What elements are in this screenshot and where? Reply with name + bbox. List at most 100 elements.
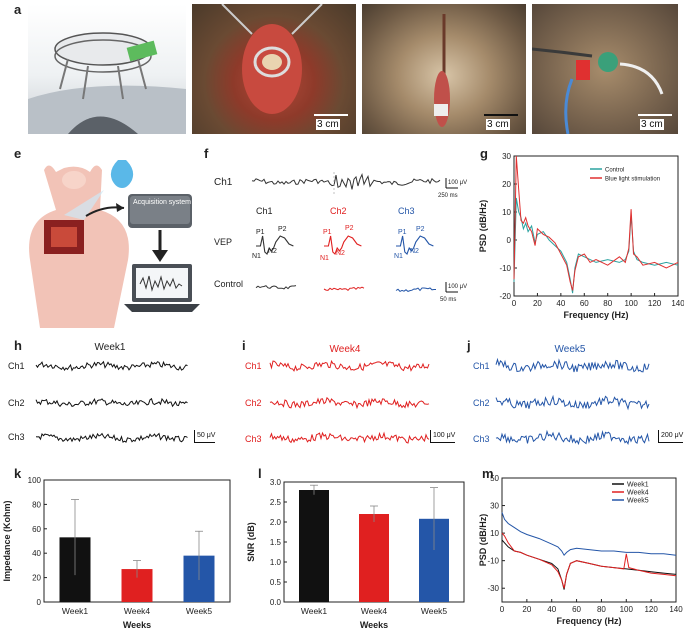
m-ytick-label: 10 xyxy=(490,529,499,538)
m-xlabel: Frequency (Hz) xyxy=(556,616,621,626)
l-xtick-label: Week4 xyxy=(361,606,388,616)
l-bar-week1 xyxy=(299,490,329,602)
l-ytick-label: 0.0 xyxy=(270,598,282,607)
m-series-3 xyxy=(501,512,677,557)
m-xtick-label: 20 xyxy=(522,605,531,614)
svg-text:P1: P1 xyxy=(256,229,265,236)
g-xtick-label: 60 xyxy=(580,299,589,308)
panel-label-j: j xyxy=(467,338,471,353)
l-ytick-label: 1.5 xyxy=(270,538,282,547)
l-ytick-label: 0.5 xyxy=(270,578,282,587)
f-peak-labels: P1 P2 N1 N2 P1 P2 N1 N2 P1 P2 N1 N2 xyxy=(252,225,425,262)
g-ytick-label: 0 xyxy=(507,236,512,245)
svg-text:P1: P1 xyxy=(398,229,407,236)
m-ytick-label: 50 xyxy=(490,474,499,483)
svg-text:N2: N2 xyxy=(336,250,345,257)
i-ch2-label: Ch2 xyxy=(245,398,262,408)
k-ytick-label: 0 xyxy=(37,598,42,607)
m-legend-label: Week5 xyxy=(627,498,649,505)
g-xlabel: Frequency (Hz) xyxy=(563,310,628,320)
k-ytick-label: 80 xyxy=(32,500,41,509)
k-xlabel: Weeks xyxy=(123,620,151,630)
svg-text:N1: N1 xyxy=(320,255,329,262)
g-frame xyxy=(513,155,679,297)
m-xtick-label: 100 xyxy=(620,605,634,614)
g-ytick-label: -20 xyxy=(499,292,511,301)
g-ytick-label: 10 xyxy=(502,208,511,217)
k-xtick-label: Week5 xyxy=(186,606,213,616)
f-vep-trace-ch2 xyxy=(324,235,362,255)
f-row-control: Control xyxy=(214,279,243,289)
h-ch3-label: Ch3 xyxy=(8,432,25,442)
trace-i-ch2 xyxy=(269,396,430,410)
trace-h-ch2 xyxy=(35,397,188,408)
l-ytick-label: 3.0 xyxy=(270,478,282,487)
trace-j-ch1 xyxy=(495,357,650,373)
j-ch1-label: Ch1 xyxy=(473,361,490,371)
l-ytick-label: 2.0 xyxy=(270,518,282,527)
svg-text:N2: N2 xyxy=(410,248,419,255)
i-ch3-label: Ch3 xyxy=(245,434,262,444)
m-frame xyxy=(501,477,677,603)
l-ylabel: SNR (dB) xyxy=(246,522,256,562)
week-traces xyxy=(35,357,650,446)
l-ytick-label: 2.5 xyxy=(270,498,282,507)
panel-label-f: f xyxy=(204,146,209,161)
f-control-trace-ch2 xyxy=(323,286,365,291)
trace-j-ch2 xyxy=(495,394,650,411)
f-scale-amp-bottom: 100 μV xyxy=(448,284,467,290)
trace-h-ch3 xyxy=(35,432,188,443)
trace-i-ch1 xyxy=(269,359,430,372)
g-xtick-label: 80 xyxy=(603,299,612,308)
svg-text:N1: N1 xyxy=(252,253,261,260)
week4-title: Week4 xyxy=(329,344,361,355)
setup-illustration-drawing xyxy=(29,160,200,328)
device-render-drawing xyxy=(28,32,186,134)
g-series-2 xyxy=(513,155,679,291)
k-xtick-label: Week1 xyxy=(62,606,89,616)
trace-i-ch3 xyxy=(269,431,430,444)
j-ch3-label: Ch3 xyxy=(473,434,490,444)
g-legend-label: Control xyxy=(605,168,624,174)
g-xtick-label: 20 xyxy=(533,299,542,308)
g-xtick-label: 120 xyxy=(648,299,662,308)
surgery-photo-b-drawing xyxy=(221,4,323,114)
m-xtick-label: 140 xyxy=(669,605,683,614)
m-legend-label: Week1 xyxy=(627,482,649,489)
f-scale-time-bottom: 50 ms xyxy=(440,297,456,303)
chart-m-psd: 0 20 40 60 80 100 120 140 -30 -10 10 30 50 Frequency … xyxy=(478,474,683,626)
l-bar-week4 xyxy=(359,514,389,602)
connector-photo-d: 3 cm xyxy=(532,4,678,134)
f-vep-trace-ch1 xyxy=(256,235,294,255)
panel-label-m: m xyxy=(482,466,494,481)
panel-f-traces: Ch1 100 μV 250 ms Ch1 Ch2 Ch3 VEP Contro… xyxy=(214,172,467,303)
k-xtick-label: Week4 xyxy=(124,606,151,616)
panel-label-g: g xyxy=(480,146,488,161)
g-ytick-label: 30 xyxy=(502,152,511,161)
j-scale-bar: 200 μV xyxy=(658,430,684,443)
g-xtick-label: 140 xyxy=(671,299,684,308)
g-ylabel: PSD (dB/Hz) xyxy=(478,200,488,253)
h-ch1-label: Ch1 xyxy=(8,361,25,371)
acquisition-system-label: Acquisition system xyxy=(133,199,191,206)
scale-bar-c: 3 cm xyxy=(484,104,518,130)
panel-label-a: a xyxy=(14,2,22,17)
svg-text:P2: P2 xyxy=(416,226,425,233)
l-xtick-label: Week5 xyxy=(421,606,448,616)
device-render-image xyxy=(28,4,186,134)
f-vep-trace-ch3 xyxy=(396,235,434,255)
g-ytick-label: -10 xyxy=(499,264,511,273)
panel-label-i: i xyxy=(242,338,246,353)
f-col-ch2: Ch2 xyxy=(330,206,347,216)
chart-k-impedance: 0 20 40 60 80 100 Week1 Week4 Week5 Weeks Impedanc… xyxy=(2,476,231,630)
m-xtick-label: 40 xyxy=(547,605,556,614)
week5-title: Week5 xyxy=(554,344,586,355)
j-ch2-label: Ch2 xyxy=(473,398,490,408)
k-ytick-label: 40 xyxy=(32,549,41,558)
f-col-ch1: Ch1 xyxy=(256,206,273,216)
week1-title: Week1 xyxy=(94,342,126,353)
k-ytick-label: 60 xyxy=(32,525,41,534)
f-scale-time-top: 250 ms xyxy=(438,193,458,199)
h-ch2-label: Ch2 xyxy=(8,398,25,408)
k-ytick-label: 100 xyxy=(28,476,42,485)
